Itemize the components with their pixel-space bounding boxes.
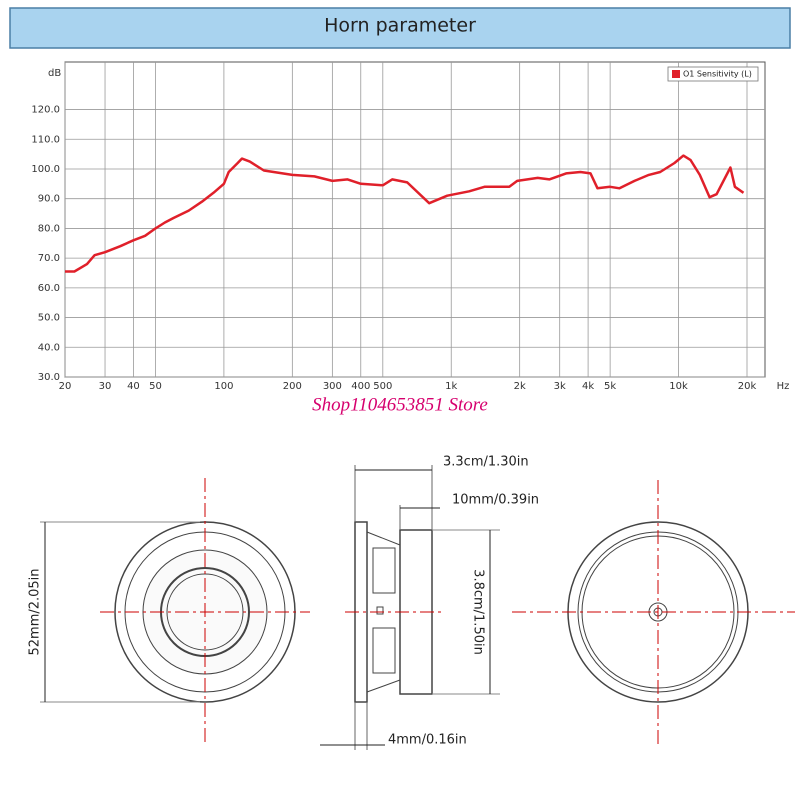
x-tick-label: 20k: [738, 381, 757, 392]
x-tick-label: 2k: [514, 381, 526, 392]
y-tick-label: 70.0: [38, 253, 60, 264]
header-bar: [9, 7, 791, 49]
x-tick-label: 4k: [582, 381, 594, 392]
y-tick-label: 110.0: [31, 134, 60, 145]
x-tick-label: 200: [283, 381, 302, 392]
dimension-label: 52mm/2.05in: [28, 568, 43, 655]
diagram: [40, 465, 795, 750]
watermark: Shop1104653851 Store: [312, 394, 488, 415]
legend-swatch: [672, 70, 680, 78]
y-tick-label: 90.0: [38, 194, 60, 205]
x-tick-label: 1k: [445, 381, 457, 392]
y-tick-label: 30.0: [38, 372, 60, 383]
y-tick-label: 60.0: [38, 283, 60, 294]
x-tick-label: 50: [149, 381, 162, 392]
y-tick-label: 50.0: [38, 313, 60, 324]
legend-box: [667, 66, 759, 82]
y-tick-label: 40.0: [38, 342, 60, 353]
x-tick-label: 400: [351, 381, 370, 392]
data-line: [65, 154, 745, 273]
dimension-label: 10mm/0.39in: [452, 493, 539, 508]
x-tick-label: 3k: [554, 381, 566, 392]
dimension-label: 3.8cm/1.50in: [471, 569, 486, 655]
x-axis-label: Hz: [777, 381, 790, 392]
x-tick-label: 30: [99, 381, 112, 392]
x-tick-label: 20: [59, 381, 72, 392]
dimension-label: 4mm/0.16in: [388, 733, 467, 748]
x-tick-label: 10k: [669, 381, 688, 392]
y-tick-label: 120.0: [31, 105, 60, 116]
y-tick-label: 80.0: [38, 223, 60, 234]
header-title: Horn parameter: [324, 15, 476, 37]
legend-label: O1 Sensitivity (L): [683, 70, 752, 79]
y-tick-label: 100.0: [31, 164, 60, 175]
plot: 30.0 40.0 50.0 60.0 70.0 80.0 90.0 100.0 110.0 12…: [31, 62, 765, 392]
x-tick-label: 100: [214, 381, 233, 392]
dimension-label: 3.3cm/1.30in: [443, 455, 529, 470]
x-tick-label: 500: [373, 381, 392, 392]
x-tick-label: 300: [323, 381, 342, 392]
x-tick-label: 5k: [604, 381, 616, 392]
x-tick-label: 40: [127, 381, 140, 392]
y-axis-label: dB: [48, 68, 61, 79]
